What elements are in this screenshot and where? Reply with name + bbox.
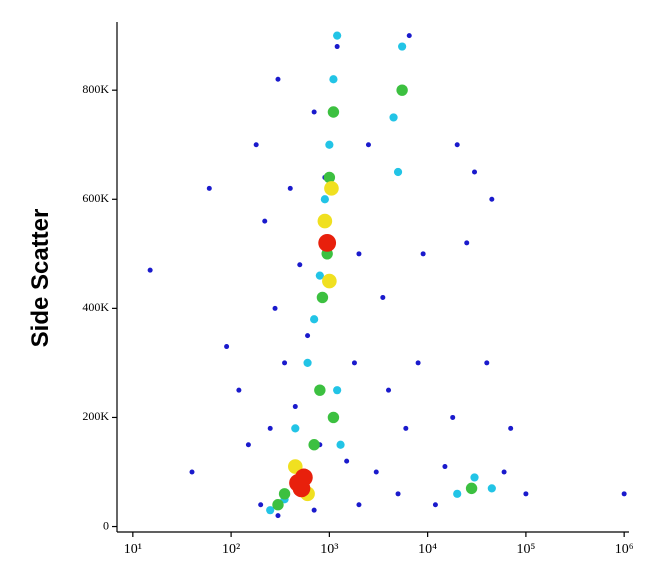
point [450, 414, 456, 420]
point [334, 44, 340, 50]
point [406, 33, 412, 39]
point [465, 482, 478, 495]
point [453, 489, 462, 498]
point [224, 344, 230, 350]
point [373, 469, 379, 475]
y-tick-label: 200K [82, 409, 109, 423]
x-tick-label: 10⁵ [516, 542, 535, 557]
point [336, 440, 345, 449]
point [292, 404, 298, 410]
point [329, 75, 338, 84]
y-tick-label: 600K [82, 191, 109, 205]
point [305, 333, 311, 339]
y-tick-label: 800K [82, 82, 109, 96]
point [320, 195, 329, 204]
point [487, 484, 496, 493]
point [464, 240, 470, 246]
point [308, 439, 320, 451]
y-axis-label: Side Scatter [27, 209, 54, 348]
point [432, 502, 438, 508]
point [398, 42, 407, 51]
point [272, 305, 278, 311]
point [317, 213, 333, 229]
point [311, 507, 317, 513]
point [351, 360, 357, 366]
point [501, 469, 507, 475]
point [278, 488, 291, 500]
point [386, 387, 392, 393]
y-tick-label: 0 [103, 518, 109, 532]
point [291, 424, 300, 433]
point [324, 181, 339, 196]
point [297, 262, 303, 268]
point [454, 142, 460, 148]
point [380, 294, 386, 300]
point [189, 469, 195, 475]
point [325, 140, 334, 149]
point [292, 479, 311, 498]
point [327, 411, 340, 424]
point [403, 425, 409, 431]
point [147, 267, 153, 273]
point [356, 251, 362, 257]
x-tick-label: 10¹ [124, 542, 142, 557]
point [333, 31, 342, 40]
point [318, 234, 337, 252]
plot-area [147, 31, 627, 519]
point [253, 142, 259, 148]
point [314, 384, 326, 396]
point [327, 106, 340, 118]
point [470, 473, 479, 482]
point [275, 513, 281, 519]
point [316, 291, 329, 304]
point [303, 358, 312, 368]
point [267, 425, 273, 431]
point [315, 271, 324, 280]
point [262, 218, 268, 224]
point [266, 506, 275, 515]
point [282, 360, 288, 366]
point [484, 360, 490, 366]
point [333, 386, 342, 395]
point [322, 273, 337, 289]
point [395, 491, 401, 497]
point [206, 185, 212, 191]
point [344, 458, 350, 464]
point [245, 442, 251, 448]
point [415, 360, 421, 366]
x-tick-label: 10⁴ [418, 542, 437, 557]
point [323, 171, 336, 184]
point [389, 113, 398, 122]
point [272, 499, 284, 511]
point [508, 425, 514, 431]
point [311, 109, 317, 115]
point [489, 196, 495, 202]
x-tick-label: 10⁶ [615, 542, 634, 557]
point [275, 76, 281, 82]
point [442, 464, 448, 470]
point [356, 502, 362, 508]
y-tick-label: 400K [82, 300, 109, 314]
point [472, 169, 478, 175]
point [396, 84, 408, 96]
point [365, 142, 371, 148]
point [621, 491, 627, 497]
point [236, 387, 242, 393]
point [287, 185, 293, 191]
x-tick-label: 10³ [320, 542, 338, 557]
x-tick-label: 10² [222, 542, 240, 557]
point [393, 167, 403, 177]
point [420, 251, 426, 257]
point [523, 491, 529, 497]
point [258, 502, 264, 508]
point [310, 315, 319, 324]
